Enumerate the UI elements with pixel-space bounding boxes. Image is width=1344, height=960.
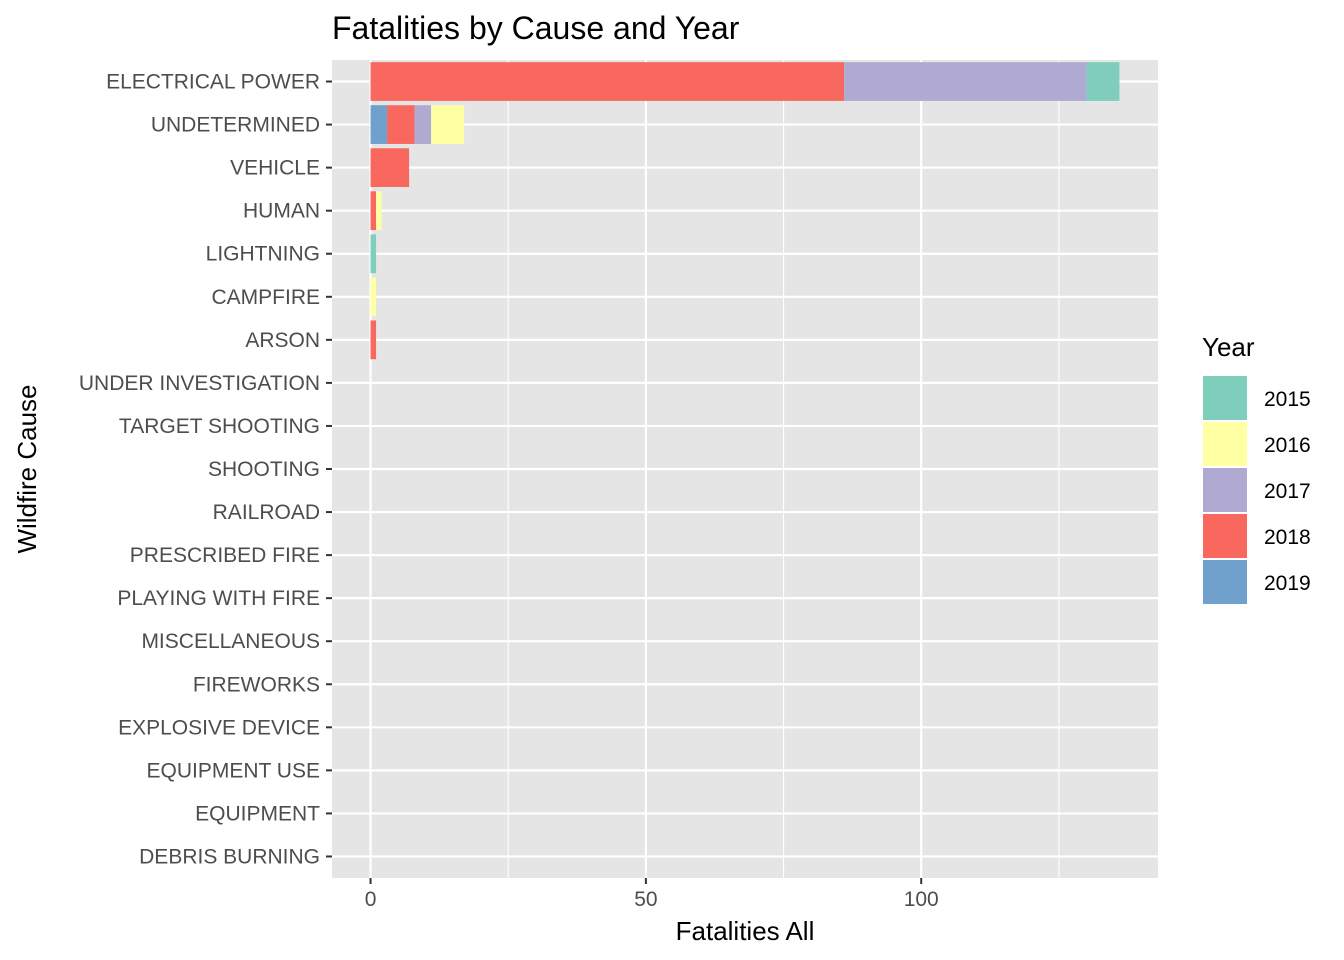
y-tick-label: MISCELLANEOUS [141,630,320,653]
bar-segment [387,105,415,144]
bar-segment [370,105,388,144]
legend-key [1203,422,1247,466]
legend-label: 2016 [1264,434,1311,457]
bar-segment [844,62,1087,101]
y-tick-label: ARSON [245,329,320,352]
bar-segment [370,191,377,231]
legend-label: 2017 [1264,480,1311,503]
bar-segment [370,62,845,101]
legend-label: 2019 [1264,572,1311,595]
x-tick-label: 100 [904,888,939,911]
bar-segment [370,277,377,317]
y-tick-label: EXPLOSIVE DEVICE [118,716,320,739]
y-axis-title: Wildfire Cause [12,384,42,553]
legend-key [1203,560,1247,604]
legend-label: 2018 [1264,526,1311,549]
y-tick-label: PRESCRIBED FIRE [130,544,320,567]
bar-segment [370,320,377,360]
x-tick-label: 0 [365,888,377,911]
y-tick-label: CAMPFIRE [211,286,320,309]
y-tick-label: DEBRIS BURNING [139,845,320,868]
y-axis: ELECTRICAL POWER UNDETERMINED VEHICLE HUMAN… [79,71,332,868]
grid-lines [332,60,1158,878]
y-tick-label: EQUIPMENT USE [147,759,320,782]
y-tick-label: TARGET SHOOTING [119,415,320,438]
bar-segment [1086,62,1120,101]
bar-segment [370,234,377,274]
legend-key [1203,376,1247,420]
bar-segment [370,148,410,188]
x-tick-label: 50 [634,888,657,911]
bar-segment [431,105,465,144]
bar-segment [376,191,382,231]
y-tick-label: RAILROAD [213,501,320,524]
legend-title: Year [1202,332,1255,362]
y-tick-label: VEHICLE [230,157,320,180]
y-tick-label: LIGHTNING [206,243,320,266]
y-tick-label: UNDER INVESTIGATION [79,372,320,395]
legend-label: 2015 [1264,388,1311,411]
y-tick-label: PLAYING WITH FIRE [117,587,320,610]
legend: Year 2015 2016 2017 2018 2019 [1202,332,1311,604]
bars [370,62,1120,360]
y-tick-label: SHOOTING [208,458,320,481]
bar-segment [414,105,432,144]
legend-key [1203,514,1247,558]
y-tick-label: ELECTRICAL POWER [106,71,320,94]
y-tick-label: UNDETERMINED [151,114,320,137]
x-axis-title: Fatalities All [676,916,815,946]
y-tick-label: FIREWORKS [193,673,320,696]
legend-key [1203,468,1247,512]
x-axis: 0 50 100 [365,878,939,911]
y-tick-label: HUMAN [243,200,320,223]
chart-title: Fatalities by Cause and Year [332,10,740,46]
y-tick-label: EQUIPMENT [195,802,320,825]
